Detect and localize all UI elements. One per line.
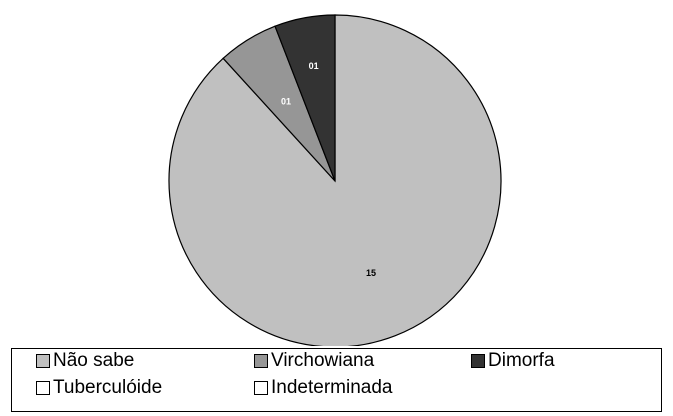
- slice-value-label: 15: [366, 268, 376, 278]
- legend-item-dimorfa: Dimorfa: [471, 349, 555, 373]
- legend-item-indeterminada: Indeterminada: [254, 376, 392, 400]
- pie-slice-labels: 15 01 01: [281, 61, 376, 278]
- pie-slice-nao-sabe: [168, 14, 502, 346]
- legend-item-nao-sabe: Não sabe: [36, 349, 134, 373]
- legend-item-virchowiana: Virchowiana: [254, 349, 374, 373]
- legend-label-virchowiana: Virchowiana: [271, 350, 375, 371]
- pie-slices: [168, 14, 502, 346]
- legend-swatch-tuberculoide: [36, 381, 50, 395]
- legend-label-indeterminada: Indeterminada: [271, 377, 393, 398]
- pie-slice-dimorfa: [274, 14, 336, 182]
- legend-label-tuberculoide: Tuberculóide: [53, 377, 163, 398]
- slice-value-label: 01: [281, 96, 291, 106]
- legend: Não sabe Virchowiana Dimorfa Tuberculóid…: [11, 348, 662, 412]
- legend-label-dimorfa: Dimorfa: [488, 350, 555, 371]
- pie-chart: 15 01 01: [168, 14, 502, 346]
- legend-label-nao-sabe: Não sabe: [53, 350, 135, 371]
- legend-swatch-indeterminada: [254, 381, 268, 395]
- slice-value-label: 01: [309, 61, 319, 71]
- legend-swatch-virchowiana: [254, 354, 268, 368]
- legend-item-tuberculoide: Tuberculóide: [36, 376, 162, 400]
- legend-swatch-dimorfa: [471, 354, 485, 368]
- legend-swatch-nao-sabe: [36, 354, 50, 368]
